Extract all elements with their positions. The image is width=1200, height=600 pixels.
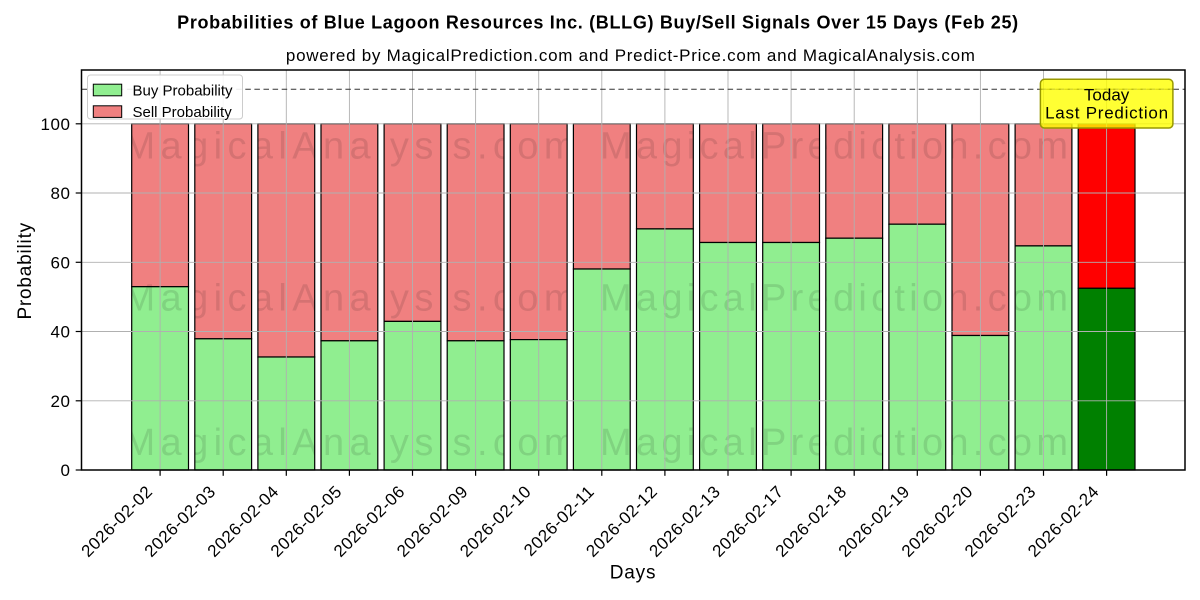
svg-text:Probability: Probability (15, 222, 36, 320)
svg-text:MagicalAnalysis.com: MagicalAnalysis.com (124, 126, 576, 168)
svg-text:60: 60 (50, 253, 70, 272)
svg-text:100: 100 (40, 115, 70, 134)
svg-text:Probabilities of Blue Lagoon R: Probabilities of Blue Lagoon Resources I… (177, 13, 1019, 33)
svg-text:Days: Days (610, 563, 657, 584)
svg-text:Buy Probability: Buy Probability (133, 82, 234, 99)
svg-text:40: 40 (50, 323, 70, 342)
svg-text:powered by MagicalPrediction.c: powered by MagicalPrediction.com and Pre… (286, 46, 976, 65)
svg-text:80: 80 (50, 184, 70, 203)
svg-text:Last Prediction: Last Prediction (1045, 104, 1168, 123)
svg-text:20: 20 (50, 392, 70, 411)
svg-text:0: 0 (60, 461, 70, 480)
svg-text:Sell Probability: Sell Probability (133, 104, 233, 121)
svg-text:Today: Today (1084, 86, 1130, 105)
svg-text:MagicalAnalysis.com: MagicalAnalysis.com (124, 422, 576, 464)
svg-text:MagicalPrediction.com: MagicalPrediction.com (600, 126, 1068, 168)
svg-text:MagicalAnalysis.com: MagicalAnalysis.com (124, 278, 576, 320)
svg-text:MagicalPrediction.com: MagicalPrediction.com (600, 278, 1068, 320)
svg-text:MagicalPrediction.com: MagicalPrediction.com (600, 422, 1068, 464)
